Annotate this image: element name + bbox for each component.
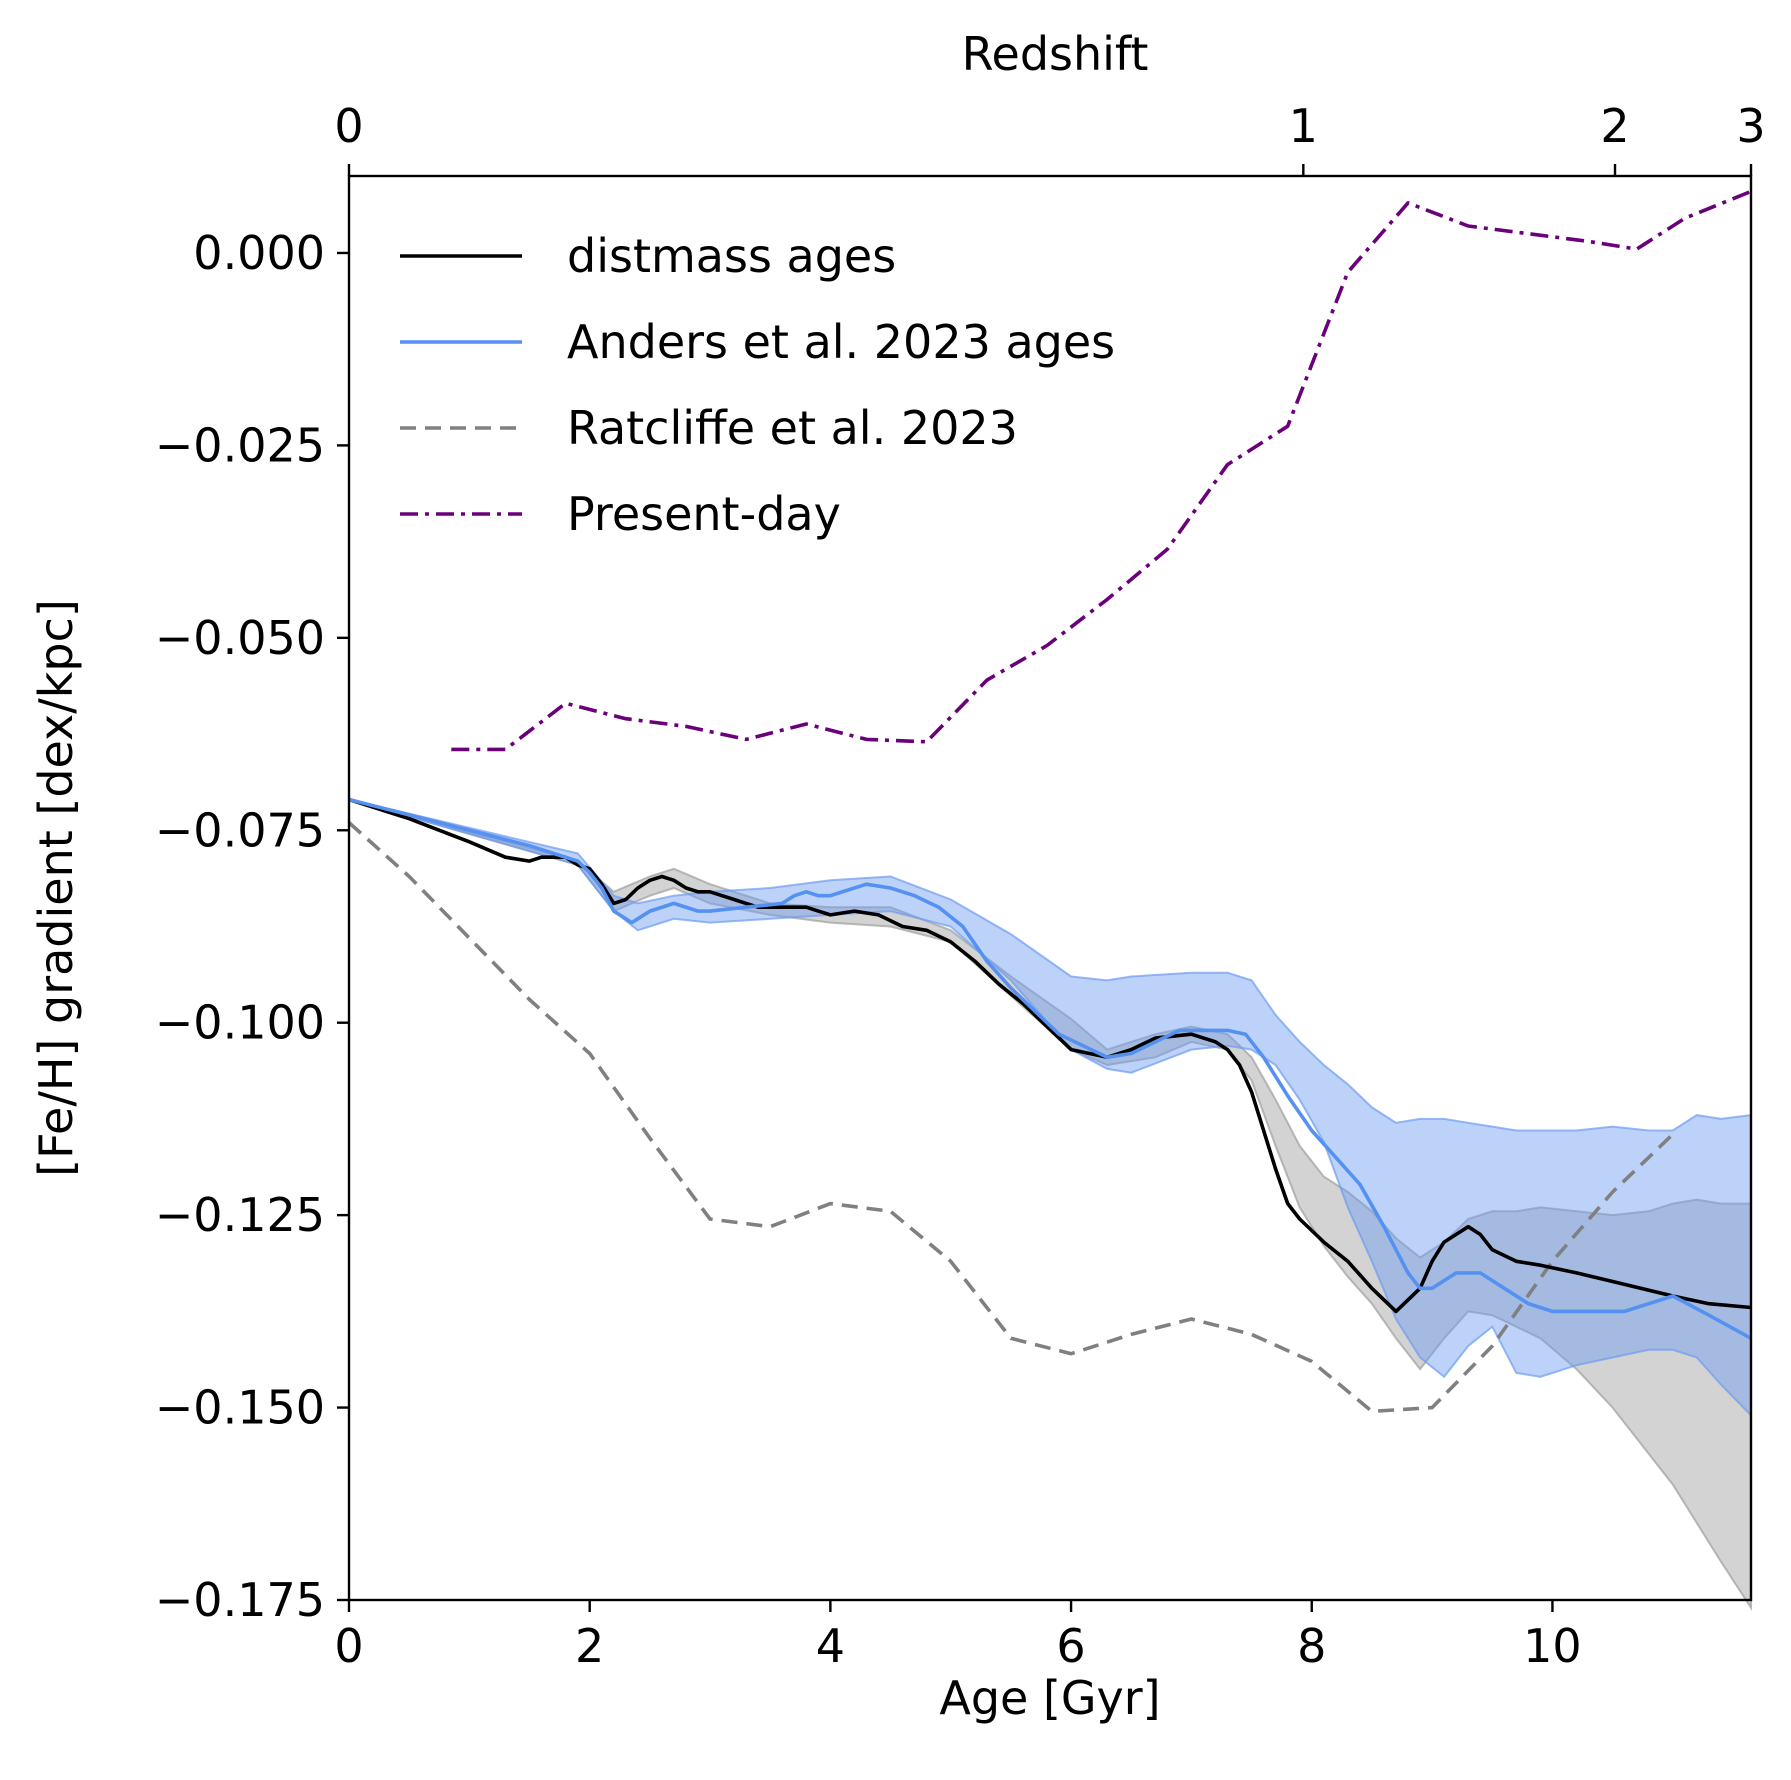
top-tick-label: 0 bbox=[334, 99, 363, 153]
y-axis-label: [Fe/H] gradient [dex/kpc] bbox=[29, 599, 83, 1177]
x-tick-label: 4 bbox=[816, 1619, 845, 1673]
series-lines bbox=[347, 189, 1752, 1414]
x-ticks: 0 2 4 6 8 10 bbox=[334, 1600, 1582, 1673]
y-tick-label: −0.125 bbox=[155, 1188, 325, 1242]
x-tick-label: 8 bbox=[1297, 1619, 1326, 1673]
y-tick-label: −0.150 bbox=[155, 1381, 325, 1435]
y-tick-label: −0.100 bbox=[155, 996, 325, 1050]
y-tick-label: −0.075 bbox=[155, 803, 325, 857]
x-tick-label: 0 bbox=[334, 1619, 363, 1673]
series-line-3 bbox=[451, 189, 1752, 752]
top-axis-label: Redshift bbox=[962, 27, 1149, 81]
legend-label-3: Present-day bbox=[567, 487, 841, 541]
series-line-2 bbox=[347, 821, 1675, 1414]
x-tick-label: 2 bbox=[575, 1619, 604, 1673]
y-tick-label: 0.000 bbox=[193, 226, 325, 280]
y-ticks: 0.000 −0.025 −0.050 −0.075 −0.100 −0.125 −0.15… bbox=[155, 226, 349, 1627]
legend: distmass ages Anders et al. 2023 ages Ratc… bbox=[400, 229, 1115, 541]
x-tick-label: 6 bbox=[1056, 1619, 1085, 1673]
plot-frame bbox=[347, 174, 1753, 1602]
top-ticks: 0 1 2 3 bbox=[334, 99, 1766, 176]
legend-label-0: distmass ages bbox=[567, 229, 896, 283]
legend-label-1: Anders et al. 2023 ages bbox=[567, 315, 1115, 369]
top-tick-label: 3 bbox=[1736, 99, 1765, 153]
y-tick-label: −0.175 bbox=[155, 1573, 325, 1627]
x-tick-label: 10 bbox=[1523, 1619, 1582, 1673]
legend-label-2: Ratcliffe et al. 2023 bbox=[567, 401, 1018, 455]
y-tick-label: −0.050 bbox=[155, 611, 325, 665]
top-tick-label: 1 bbox=[1289, 99, 1318, 153]
series-line-1 bbox=[348, 797, 1752, 1340]
top-tick-label: 2 bbox=[1600, 99, 1629, 153]
x-axis-label: Age [Gyr] bbox=[939, 1671, 1160, 1725]
series-line-0 bbox=[348, 797, 1752, 1314]
y-tick-label: −0.025 bbox=[155, 418, 325, 472]
